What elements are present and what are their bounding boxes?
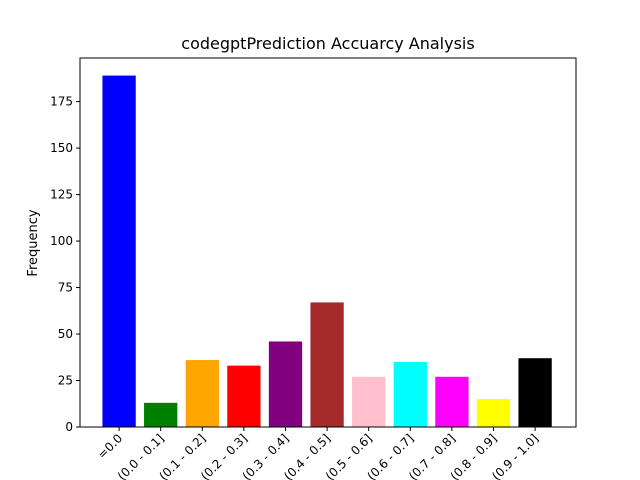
y-tick-label: 125 <box>50 188 73 202</box>
bar-1 <box>144 402 178 427</box>
y-tick-label: 50 <box>58 327 73 341</box>
bar-0 <box>102 75 136 427</box>
bar-6 <box>352 376 386 427</box>
bars-group <box>102 75 552 427</box>
bar-3 <box>227 365 261 427</box>
bar-8 <box>435 376 469 427</box>
x-axis-ticks: =0.0(0.0 - 0.1](0.1 - 0.2](0.2 - 0.3](0.… <box>95 427 541 480</box>
y-tick-label: 0 <box>65 420 73 434</box>
chart-title: codegptPrediction Accuarcy Analysis <box>181 34 474 53</box>
y-tick-label: 100 <box>50 234 73 248</box>
bar-2 <box>185 360 219 427</box>
bar-10 <box>518 358 552 427</box>
x-tick-label: =0.0 <box>95 431 126 462</box>
y-tick-label: 75 <box>58 281 73 295</box>
bar-7 <box>393 361 427 427</box>
y-axis-ticks: 0 25 50 75 100 125 150 175 <box>50 95 80 434</box>
y-tick-label: 25 <box>58 374 73 388</box>
bar-4 <box>268 341 303 427</box>
bar-9 <box>476 399 511 427</box>
bar-5 <box>310 302 344 427</box>
y-tick-label: 150 <box>50 141 73 155</box>
plot-frame <box>79 57 577 428</box>
y-tick-label: 175 <box>50 95 73 109</box>
x-tick-label: (0.9 - 1.0] <box>489 431 541 480</box>
y-axis-label: Frequency <box>26 209 41 276</box>
